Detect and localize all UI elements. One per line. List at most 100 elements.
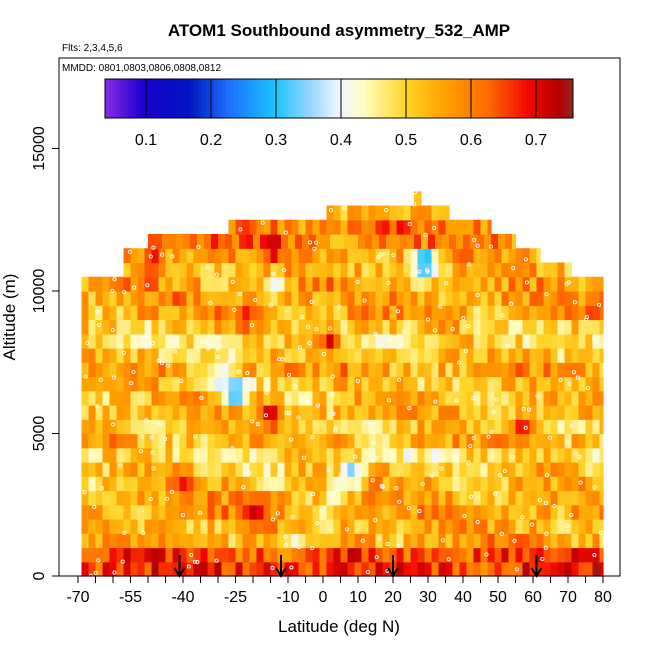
heat-cell — [221, 476, 230, 492]
sample-dot — [149, 435, 154, 440]
heat-cell — [550, 291, 559, 306]
heat-cell — [242, 305, 251, 321]
heat-cell — [253, 234, 261, 249]
heat-cell — [487, 433, 496, 449]
sample-dot — [591, 336, 596, 341]
heat-cell — [228, 333, 237, 349]
heat-cell — [431, 447, 440, 463]
sample-dot — [230, 446, 235, 451]
heat-cell — [536, 490, 545, 506]
sample-dot — [169, 489, 174, 494]
heat-cell — [543, 276, 552, 292]
colorbar-segment — [319, 79, 324, 118]
heat-cell — [270, 490, 279, 506]
heat-cell — [151, 276, 160, 292]
colorbar-segment — [120, 79, 125, 118]
heat-cell — [459, 248, 468, 264]
heat-cell — [319, 519, 328, 534]
heat-cell — [452, 462, 461, 477]
heat-cell — [403, 462, 412, 477]
heat-cell — [515, 390, 524, 406]
heat-cell — [319, 561, 328, 577]
heat-cell — [347, 533, 356, 549]
heat-cell — [515, 248, 524, 264]
heat-cell — [466, 519, 475, 534]
heat-cell — [137, 333, 146, 349]
heat-cell — [578, 348, 587, 363]
heat-cell — [445, 490, 454, 506]
heat-cell — [81, 305, 90, 321]
heat-cell — [305, 547, 314, 563]
heat-cell — [466, 433, 475, 449]
heat-cell — [347, 405, 356, 420]
heat-cell — [151, 319, 160, 335]
heat-cell — [312, 291, 321, 306]
sample-dot — [222, 367, 227, 372]
heat-cell — [403, 276, 412, 292]
heat-cell — [466, 248, 475, 264]
heat-cell — [459, 476, 468, 492]
heat-cell — [291, 248, 300, 264]
heat-cell — [218, 234, 226, 249]
heat-cell — [375, 390, 384, 406]
heat-cell — [445, 405, 454, 420]
heat-cell — [403, 376, 412, 392]
heat-cell — [403, 419, 412, 435]
heat-cell — [550, 419, 559, 435]
heat-cell — [543, 376, 552, 392]
heat-cell — [235, 405, 244, 420]
colorbar-segment — [163, 79, 168, 118]
heat-cell — [494, 333, 503, 349]
heat-cell — [179, 433, 188, 449]
heat-cell — [466, 219, 475, 235]
heat-cell — [494, 390, 503, 406]
x-tick-label: -10 — [276, 589, 299, 606]
heat-cell — [592, 462, 601, 477]
sample-dot — [159, 360, 164, 366]
heat-cell — [193, 248, 202, 264]
sample-dot — [129, 381, 134, 386]
heat-cell — [459, 533, 468, 549]
colorbar-segment — [272, 79, 278, 118]
heat-cell — [564, 348, 573, 363]
heat-cell — [333, 476, 342, 492]
heat-cell — [123, 248, 132, 264]
heat-cell — [354, 519, 363, 534]
heat-cell — [193, 276, 202, 292]
heat-cell — [578, 561, 587, 577]
heat-cell — [452, 319, 461, 335]
heat-cell — [445, 305, 454, 321]
heat-cell — [333, 319, 342, 335]
heat-cell — [221, 376, 230, 392]
heat-cell — [501, 362, 510, 378]
sample-dot — [360, 538, 365, 543]
heat-cell — [130, 462, 139, 477]
heat-cell — [88, 561, 97, 577]
heat-cell — [95, 348, 104, 363]
heat-cell — [144, 490, 153, 506]
heat-cell — [375, 476, 384, 492]
heat-cell — [88, 376, 97, 392]
heat-cell — [305, 519, 314, 534]
heat-cell — [200, 276, 209, 292]
heat-cell — [179, 262, 188, 278]
heat-cell — [186, 276, 195, 292]
heat-cell — [221, 419, 230, 435]
heat-cell — [466, 462, 475, 477]
heat-cell — [207, 533, 216, 549]
heat-cell — [403, 433, 412, 449]
heat-cell — [207, 490, 216, 506]
heat-cell — [340, 405, 349, 420]
heat-cell — [277, 390, 286, 406]
heat-cell — [592, 305, 601, 321]
colorbar-segment — [463, 79, 469, 118]
heat-cell — [207, 276, 216, 292]
heat-cell — [263, 333, 272, 349]
heat-cell — [256, 561, 265, 577]
sample-dot — [543, 545, 548, 550]
heat-cell — [480, 305, 489, 321]
heat-cell — [599, 490, 604, 506]
sample-dot — [268, 303, 273, 308]
heat-cell — [298, 248, 307, 264]
heat-cell — [522, 462, 531, 477]
